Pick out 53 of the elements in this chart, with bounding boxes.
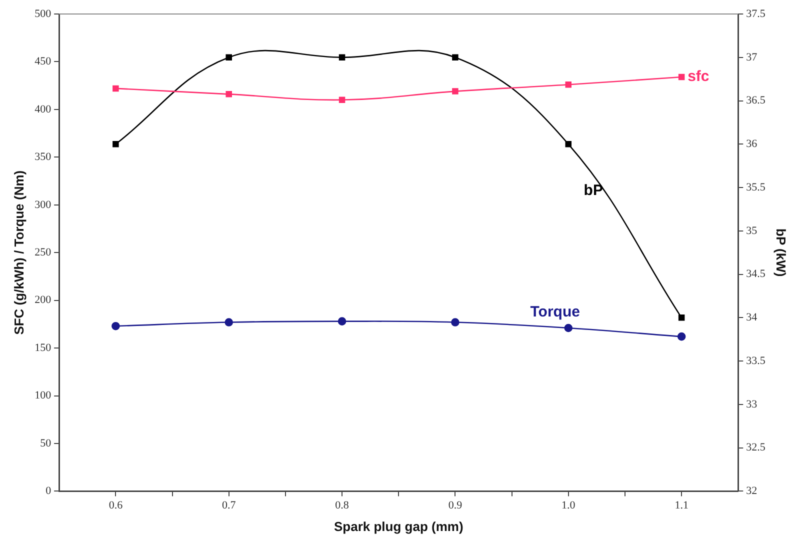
y-tick-label: 200 <box>34 294 52 306</box>
x-tick-label: 0.7 <box>222 500 236 512</box>
x-tick-label: 0.8 <box>335 500 350 512</box>
point <box>451 318 460 326</box>
y-tick-label: 300 <box>34 198 52 211</box>
series-label: bP <box>584 182 603 200</box>
y2-tick-label: 37 <box>746 51 758 64</box>
point <box>226 91 232 98</box>
y2-tick-label: 34.5 <box>746 268 766 280</box>
y-tick-label: 450 <box>34 56 52 68</box>
y2-tick-label: 32.5 <box>746 442 766 454</box>
point <box>112 322 120 330</box>
y2-tick-label: 35 <box>746 224 758 237</box>
x-tick-label: 1.0 <box>562 500 576 512</box>
point <box>564 324 573 332</box>
y-tick-label: 350 <box>34 151 52 164</box>
series-label: sfc <box>688 68 710 86</box>
y-axis-title: SFC (g/kWh) / Torque (Nm) <box>11 170 26 335</box>
point <box>338 317 346 326</box>
x-tick-label: 1.1 <box>674 500 688 512</box>
y2-tick-label: 37.5 <box>746 8 766 20</box>
series-label: Torque <box>530 303 580 320</box>
point <box>224 318 234 326</box>
y-tick-label: 0 <box>46 485 52 498</box>
y-tick-label: 400 <box>34 103 52 116</box>
y2-tick-label: 36 <box>746 138 758 150</box>
point <box>226 54 232 61</box>
y-tick-label: 500 <box>34 8 52 20</box>
x-tick-label: 0.6 <box>108 500 124 512</box>
y2-tick-label: 34 <box>746 312 758 324</box>
point <box>338 54 346 61</box>
y-tick-label: 100 <box>34 390 52 402</box>
y2-tick-label: 33.5 <box>746 354 766 367</box>
point <box>452 88 458 94</box>
y2-tick-label: 32 <box>746 485 758 498</box>
point <box>677 332 686 341</box>
point <box>678 314 685 321</box>
y-tick-label: 150 <box>34 342 52 354</box>
y2-tick-label: 35.5 <box>746 181 766 194</box>
point <box>112 141 119 148</box>
x-tick-label: 0.9 <box>448 500 463 512</box>
x-axis-title: Spark plug gap (mm) <box>334 518 464 534</box>
point <box>112 85 119 92</box>
point <box>452 54 458 61</box>
y-tick-label: 250 <box>34 246 52 258</box>
point <box>565 141 572 148</box>
point <box>678 74 685 80</box>
y2-tick-label: 36.5 <box>746 94 766 107</box>
y2-tick-label: 33 <box>746 398 758 410</box>
y2-axis-title: bP (kW) <box>774 228 789 277</box>
point <box>338 96 346 104</box>
point <box>565 82 572 88</box>
y-tick-label: 50 <box>40 437 52 450</box>
